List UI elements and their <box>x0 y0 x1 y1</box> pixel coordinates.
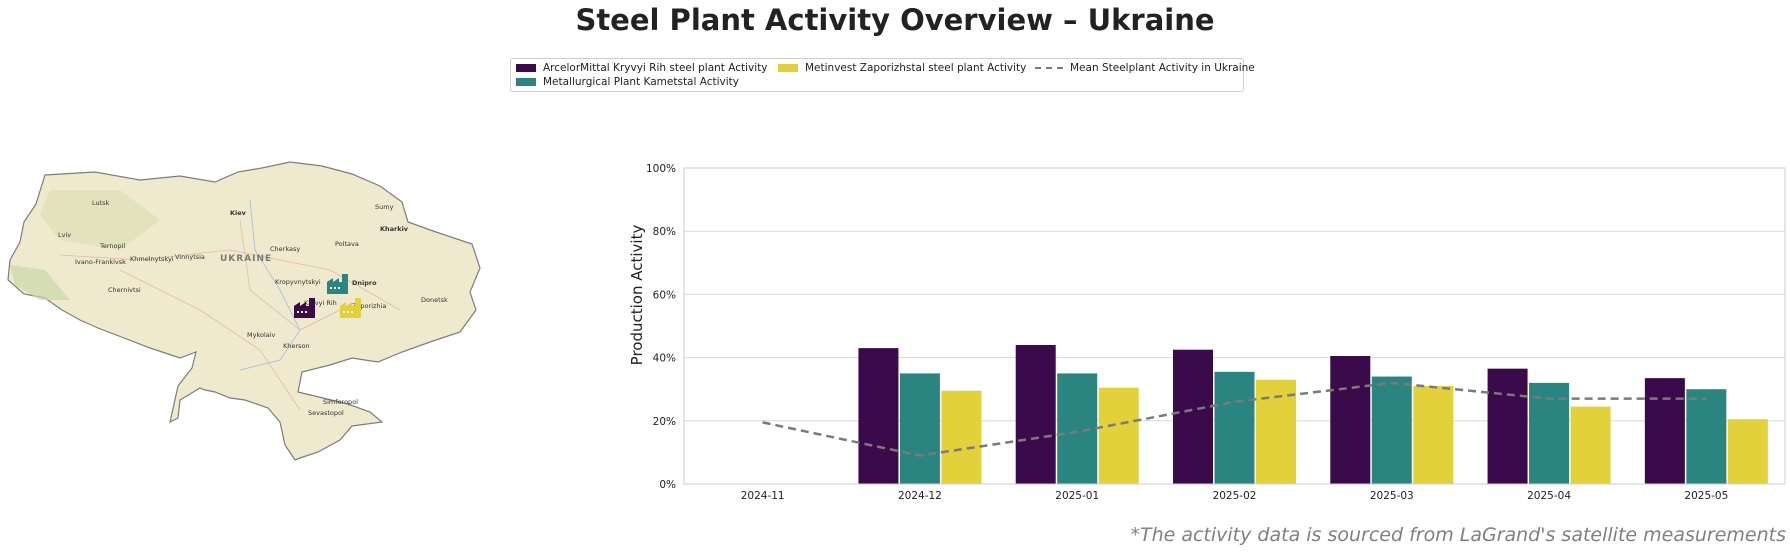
y-tick-label: 100% <box>646 163 676 175</box>
bar <box>941 390 982 484</box>
bar <box>858 348 899 484</box>
ukraine-map: Lutsk Kiev Sumy Kharkiv Lviv Ternopil Kh… <box>7 161 481 461</box>
city-ternopil: Ternopil <box>99 242 125 250</box>
city-kryvyi-rih: Kryvyi Rih <box>304 299 337 307</box>
y-tick-label: 20% <box>653 416 676 428</box>
city-sevastopol: Sevastopol <box>308 409 344 417</box>
plot-frame <box>683 167 1786 485</box>
mean-activity-line <box>762 381 1707 457</box>
map-forest-shade <box>40 190 160 250</box>
bar <box>1015 344 1056 484</box>
legend-swatch-arcelormittal <box>516 64 536 72</box>
map-road-1 <box>59 249 401 311</box>
factory-icon <box>340 298 361 318</box>
legend: ArcelorMittal Kryvyi Rih steel plant Act… <box>510 58 1255 92</box>
bar <box>1057 373 1098 484</box>
city-cherkasy: Cherkasy <box>270 245 300 253</box>
city-lutsk: Lutsk <box>92 199 110 207</box>
bar-layer <box>858 344 1768 484</box>
legend-item-kametstal: Metallurgical Plant Kametstal Activity <box>516 75 739 89</box>
city-dnipro: Dnipro <box>352 279 377 287</box>
legend-swatch-kametstal <box>516 78 536 86</box>
x-tick-label: 2025-01 <box>1055 490 1099 502</box>
mean-line-layer <box>762 381 1707 457</box>
legend-label-zaporizhstal: Metinvest Zaporizhstal steel plant Activ… <box>805 62 1027 74</box>
bar <box>1173 349 1213 484</box>
legend-label-mean: Mean Steelplant Activity in Ukraine <box>1070 62 1255 74</box>
legend-item-zaporizhstal: Metinvest Zaporizhstal steel plant Activ… <box>778 61 1026 75</box>
city-lviv: Lviv <box>58 231 71 239</box>
city-vinnytsia: Vinnytsia <box>175 253 205 261</box>
x-tick-label: 2024-12 <box>898 490 942 502</box>
city-kherson: Kherson <box>283 342 310 350</box>
bar <box>1727 419 1768 484</box>
y-axis-label: Production Activity <box>628 225 646 366</box>
legend-label-arcelormittal: ArcelorMittal Kryvyi Rih steel plant Act… <box>543 62 768 74</box>
map-river <box>239 199 301 371</box>
legend-label-kametstal: Metallurgical Plant Kametstal Activity <box>543 76 740 88</box>
city-mykolaiv: Mykolaiv <box>247 331 276 339</box>
axis-layer: 0% 20% 40% 60% 80% 100% 2024-11 2024-12 2025-01 2… <box>646 163 1786 502</box>
x-tick-label: 2025-03 <box>1370 490 1414 502</box>
x-tick-label: 2025-04 <box>1527 490 1571 502</box>
city-poltava: Poltava <box>335 240 359 248</box>
bar <box>1098 387 1139 484</box>
y-tick-label: 0% <box>659 479 676 491</box>
factory-icon <box>294 298 315 318</box>
y-tick-label: 80% <box>653 226 676 238</box>
map-mountains-shade <box>10 265 70 300</box>
bar <box>1570 406 1611 484</box>
x-tick-label: 2025-05 <box>1684 490 1728 502</box>
factory-icon <box>327 274 348 294</box>
bar <box>1644 378 1685 484</box>
city-kiev: Kiev <box>230 209 247 217</box>
legend-item-mean: Mean Steelplant Activity in Ukraine <box>1035 61 1255 75</box>
bar <box>1330 356 1371 484</box>
activity-bar-chart: 0% 20% 40% 60% 80% 100% 2024-11 2024-12 2025-01 2… <box>628 163 1786 502</box>
bar <box>1487 368 1528 484</box>
chart-title: Steel Plant Activity Overview – Ukraine <box>575 3 1215 37</box>
bar <box>899 373 940 484</box>
country-label: UKRAINE <box>220 254 272 264</box>
city-khmelnytskyi: Khmelnytskyi <box>130 255 174 263</box>
x-tick-label: 2025-02 <box>1213 490 1257 502</box>
bar <box>1371 376 1412 484</box>
city-sumy: Sumy <box>375 203 394 211</box>
city-donetsk: Donetsk <box>421 296 448 304</box>
map-road-2 <box>239 219 341 331</box>
city-chernivtsi: Chernivtsi <box>108 286 141 294</box>
legend-item-arcelormittal: ArcelorMittal Kryvyi Rih steel plant Act… <box>516 61 768 75</box>
footnote: *The activity data is sourced from LaGra… <box>1130 524 1786 546</box>
city-zaporizhia: Zaporizhia <box>352 302 386 310</box>
map-road-3 <box>119 269 301 411</box>
y-tick-label: 60% <box>653 289 676 301</box>
bar <box>1686 389 1727 484</box>
bar <box>1214 371 1255 484</box>
city-simferopol: Simferopol <box>323 398 358 406</box>
y-tick-label: 40% <box>653 353 676 365</box>
city-ivano-frankivsk: Ivano-Frankivsk <box>75 258 126 266</box>
legend-swatch-mean <box>1035 67 1063 69</box>
city-kropyvnytskyi: Kropyvnytskyi <box>275 278 321 286</box>
legend-swatch-zaporizhstal <box>778 64 798 72</box>
city-kharkiv: Kharkiv <box>380 225 409 233</box>
x-tick-label: 2024-11 <box>741 490 785 502</box>
bar <box>1413 386 1454 484</box>
